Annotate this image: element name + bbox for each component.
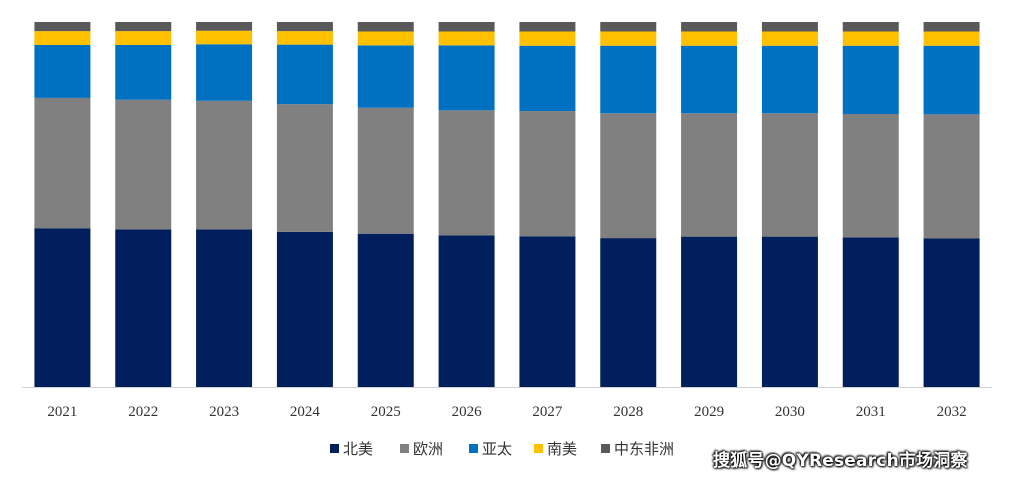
x-tick-label: 2023 [209,404,239,420]
bar-segment-2032-series-1 [923,114,980,239]
bar-segment-2023-series-2 [196,44,253,101]
bar-segment-2025-series-0 [357,233,414,387]
x-tick-label: 2022 [128,404,158,420]
bar-segment-2026-series-0 [438,235,495,387]
bar-segment-2024-series-3 [276,31,333,45]
bar-segment-2031-series-2 [842,45,899,114]
bar-segment-2022-series-1 [115,99,172,230]
bar-segment-2030-series-1 [761,113,818,237]
bar-segment-2032-series-2 [923,45,980,115]
x-tick-label: 2028 [613,404,643,420]
bar-segment-2022-series-4 [115,22,172,32]
x-tick-label: 2032 [937,404,967,420]
bar-segment-2027-series-4 [519,22,576,32]
bar-segment-2030-series-3 [761,31,818,46]
bar-segment-2021-series-3 [34,31,91,45]
bar-segment-2024-series-0 [276,231,333,388]
legend-label-series-2: 亚太 [482,440,512,458]
bar-segment-2031-series-3 [842,31,899,46]
x-tick-label: 2029 [694,404,724,420]
bar-segment-2026-series-4 [438,22,495,32]
bar-segment-2028-series-4 [600,22,657,32]
bar-segment-2023-series-3 [196,30,253,45]
bar-segment-2021-series-1 [34,97,91,229]
bar-segment-2023-series-1 [196,100,253,230]
x-tick-label: 2030 [775,404,805,420]
x-tick-label: 2025 [371,404,401,420]
bar-segment-2026-series-3 [438,31,495,46]
x-tick-labels: 2021 2022 2023 2024 2025 2026 2027 2028 2029 2030… [47,404,966,420]
legend-swatch-series-1 [400,444,409,453]
bar-segment-2029-series-3 [681,31,738,46]
bar-segment-2025-series-1 [357,107,414,234]
bar-segment-2030-series-2 [761,45,818,114]
bar-segment-2029-series-2 [681,45,738,114]
x-tick-label: 2021 [47,404,77,420]
bars-group [34,22,980,388]
bar-segment-2029-series-4 [681,22,738,32]
legend-swatch-series-3 [534,444,543,453]
bar-segment-2029-series-1 [681,113,738,237]
bar-segment-2026-series-2 [438,45,495,111]
bar-segment-2022-series-2 [115,45,172,100]
legend: 北美 欧洲 亚太 南美 中东非洲 [330,440,674,458]
bar-segment-2026-series-1 [438,110,495,236]
legend-swatch-series-2 [469,444,478,453]
legend-label-series-0: 北美 [343,440,373,458]
legend-label-series-3: 南美 [547,440,577,458]
bar-segment-2027-series-0 [519,236,576,387]
bar-segment-2031-series-4 [842,22,899,32]
x-tick-label: 2031 [856,404,886,420]
bar-segment-2031-series-0 [842,237,899,387]
bar-segment-2027-series-3 [519,31,576,46]
bar-segment-2028-series-1 [600,113,657,239]
legend-label-series-4: 中东非洲 [614,440,674,458]
bar-segment-2024-series-1 [276,104,333,232]
bar-segment-2022-series-3 [115,31,172,45]
bar-segment-2023-series-4 [196,22,253,31]
watermark: 搜狐号@QYResearch市场洞察 [713,451,968,471]
bar-segment-2022-series-0 [115,229,172,387]
bar-segment-2028-series-0 [600,238,657,387]
x-tick-label: 2024 [290,404,321,420]
bar-segment-2028-series-2 [600,45,657,114]
bar-segment-2031-series-1 [842,113,899,238]
bar-segment-2032-series-4 [923,22,980,32]
legend-swatch-series-0 [330,444,339,453]
bar-segment-2029-series-0 [681,236,738,387]
bar-segment-2024-series-4 [276,22,333,32]
legend-label-series-1: 欧洲 [413,440,443,458]
bar-segment-2027-series-2 [519,45,576,112]
bar-segment-2028-series-3 [600,31,657,46]
bar-segment-2030-series-4 [761,22,818,32]
x-tick-label: 2026 [452,404,483,420]
bar-segment-2032-series-3 [923,31,980,46]
bar-segment-2024-series-2 [276,44,333,105]
bar-segment-2025-series-4 [357,22,414,32]
legend-swatch-series-4 [601,444,610,453]
bar-segment-2021-series-0 [34,228,91,387]
x-tick-label: 2027 [532,404,563,420]
bar-segment-2025-series-2 [357,45,414,108]
bar-segment-2021-series-2 [34,45,91,98]
bar-segment-2021-series-4 [34,22,91,32]
bar-segment-2025-series-3 [357,31,414,46]
bar-segment-2023-series-0 [196,229,253,387]
bar-segment-2032-series-0 [923,238,980,387]
bar-segment-2027-series-1 [519,111,576,237]
bar-segment-2030-series-0 [761,236,818,387]
